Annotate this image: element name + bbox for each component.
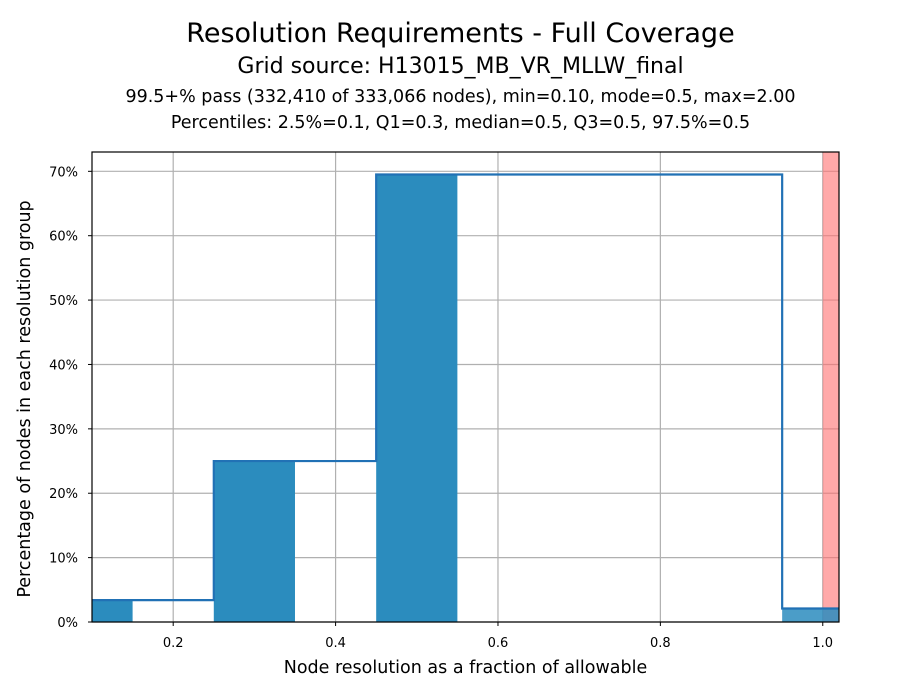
y-tick-label-4: 40%	[49, 358, 78, 373]
chart-title: Resolution Requirements - Full Coverage	[186, 18, 735, 49]
x-axis-label: Node resolution as a fraction of allowab…	[284, 658, 648, 678]
y-tick-label-6: 60%	[49, 230, 78, 245]
chart-info-line-2: Percentiles: 2.5%=0.1, Q1=0.3, median=0.…	[170, 113, 751, 133]
step-outline	[92, 173, 839, 610]
y-tick-label-5: 50%	[49, 294, 78, 309]
y-tick-label-3: 30%	[49, 423, 78, 438]
y-tick-label-0: 0%	[57, 616, 78, 631]
x-tick-label-4: 1.0	[812, 636, 833, 651]
chart-subtitle: Grid source: H13015_MB_VR_MLLW_final	[237, 54, 684, 79]
x-tick-label-0: 0.2	[163, 636, 184, 651]
x-tick-label-1: 0.4	[325, 636, 346, 651]
histogram-bars	[92, 174, 839, 622]
y-tick-label-1: 10%	[49, 552, 78, 567]
x-axis-ticks: 0.2 0.4 0.6 0.8 1.0	[163, 622, 833, 651]
y-tick-label-7: 70%	[49, 165, 78, 180]
step-outline-line	[92, 173, 839, 610]
fail-region	[822, 152, 839, 622]
y-tick-label-2: 20%	[49, 487, 78, 502]
histogram-bar-0	[92, 600, 133, 622]
plot-frame	[91, 151, 840, 623]
grid-lines	[92, 152, 839, 623]
histogram-bar-3	[782, 608, 839, 622]
histogram-bar-2	[376, 174, 458, 622]
y-axis-ticks: 0% 10% 20% 30% 40% 50% 60% 70%	[49, 165, 92, 631]
chart-info-line-1: 99.5+% pass (332,410 of 333,066 nodes), …	[125, 87, 796, 107]
x-tick-label-2: 0.6	[488, 636, 509, 651]
fail-region-band	[822, 152, 839, 622]
histogram-bar-1	[213, 461, 295, 622]
y-axis-label: Percentage of nodes in each resolution g…	[15, 200, 35, 597]
x-tick-label-3: 0.8	[650, 636, 671, 651]
